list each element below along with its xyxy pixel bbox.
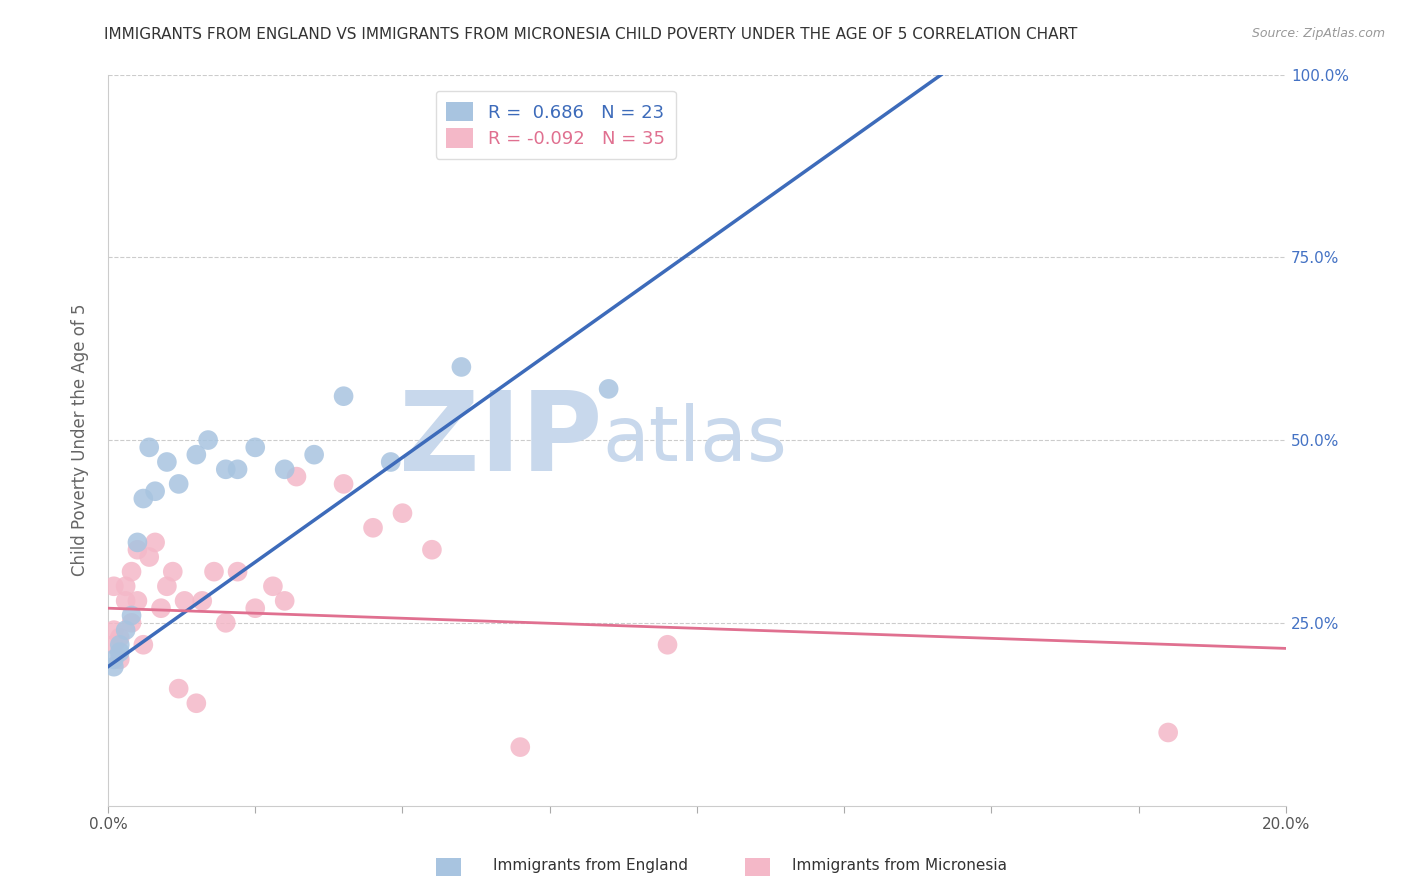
Point bbox=[191, 594, 214, 608]
Point bbox=[138, 549, 160, 564]
Point bbox=[420, 542, 443, 557]
Point bbox=[127, 535, 149, 549]
Point bbox=[1157, 725, 1180, 739]
Point bbox=[215, 615, 238, 630]
Point bbox=[127, 594, 149, 608]
Legend: R =  0.686   N = 23, R = -0.092   N = 35: R = 0.686 N = 23, R = -0.092 N = 35 bbox=[436, 91, 676, 159]
Point bbox=[121, 608, 143, 623]
Point bbox=[197, 433, 219, 447]
Point bbox=[245, 441, 267, 455]
Point bbox=[103, 638, 125, 652]
Point bbox=[121, 565, 143, 579]
Point bbox=[361, 521, 384, 535]
Point bbox=[132, 491, 155, 506]
Point bbox=[215, 462, 238, 476]
Text: Source: ZipAtlas.com: Source: ZipAtlas.com bbox=[1251, 27, 1385, 40]
Point bbox=[302, 448, 325, 462]
Point bbox=[162, 565, 184, 579]
Point bbox=[103, 579, 125, 593]
Point bbox=[273, 594, 295, 608]
Point bbox=[127, 542, 149, 557]
Point bbox=[173, 594, 195, 608]
Point bbox=[226, 565, 249, 579]
Text: atlas: atlas bbox=[603, 403, 787, 477]
Text: ZIP: ZIP bbox=[399, 386, 603, 493]
Point bbox=[156, 579, 179, 593]
Point bbox=[114, 594, 136, 608]
Point bbox=[121, 615, 143, 630]
Point bbox=[226, 462, 249, 476]
Point bbox=[167, 681, 190, 696]
Point bbox=[108, 645, 131, 659]
Point bbox=[108, 631, 131, 645]
Point bbox=[202, 565, 225, 579]
Point bbox=[509, 740, 531, 755]
Y-axis label: Child Poverty Under the Age of 5: Child Poverty Under the Age of 5 bbox=[72, 304, 89, 576]
Point bbox=[273, 462, 295, 476]
Text: Immigrants from England: Immigrants from England bbox=[494, 858, 688, 872]
Point bbox=[450, 359, 472, 374]
Point bbox=[332, 389, 354, 403]
Point bbox=[138, 441, 160, 455]
Point bbox=[103, 659, 125, 673]
Point bbox=[103, 623, 125, 637]
Point bbox=[167, 477, 190, 491]
Point bbox=[598, 382, 620, 396]
Point bbox=[380, 455, 402, 469]
Point bbox=[391, 506, 413, 520]
Point bbox=[143, 535, 166, 549]
Point bbox=[245, 601, 267, 615]
Point bbox=[186, 448, 208, 462]
Point bbox=[285, 469, 308, 483]
Point bbox=[114, 623, 136, 637]
Point bbox=[108, 652, 131, 666]
Point bbox=[657, 638, 679, 652]
Point bbox=[262, 579, 284, 593]
Point bbox=[156, 455, 179, 469]
Point bbox=[132, 638, 155, 652]
Text: Immigrants from Micronesia: Immigrants from Micronesia bbox=[793, 858, 1007, 872]
Text: IMMIGRANTS FROM ENGLAND VS IMMIGRANTS FROM MICRONESIA CHILD POVERTY UNDER THE AG: IMMIGRANTS FROM ENGLAND VS IMMIGRANTS FR… bbox=[104, 27, 1077, 42]
Point bbox=[114, 579, 136, 593]
Point bbox=[108, 638, 131, 652]
Point bbox=[103, 652, 125, 666]
Point bbox=[186, 696, 208, 710]
Point bbox=[143, 484, 166, 499]
Point bbox=[332, 477, 354, 491]
Point bbox=[150, 601, 173, 615]
